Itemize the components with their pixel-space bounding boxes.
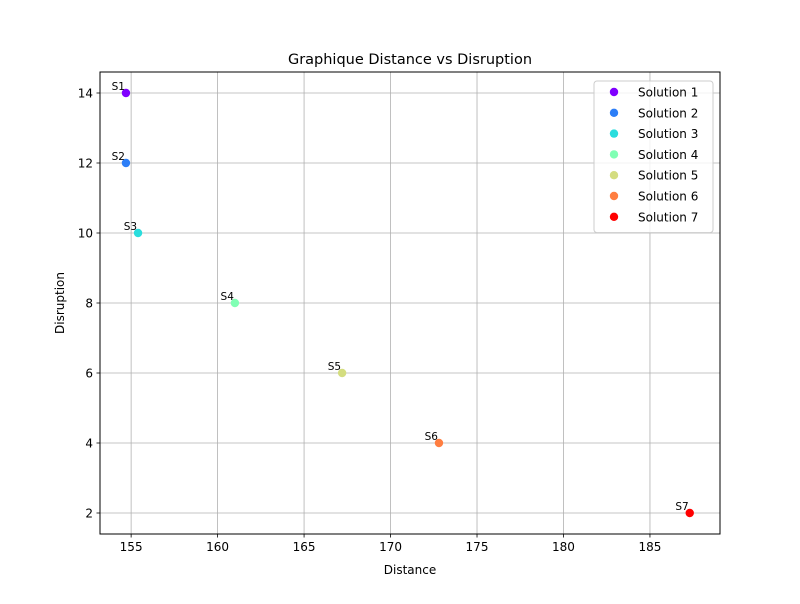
legend-entry: Solution 5 xyxy=(638,169,698,183)
point-label: S6 xyxy=(425,431,439,443)
legend-marker xyxy=(609,150,619,159)
y-tick-label: 8 xyxy=(85,297,93,311)
legend-entry: Solution 3 xyxy=(638,127,698,141)
legend-entry: Solution 1 xyxy=(638,86,698,100)
point-label: S3 xyxy=(124,221,137,233)
y-tick-label: 2 xyxy=(85,507,93,521)
x-tick-label: 170 xyxy=(379,540,402,554)
data-point xyxy=(434,438,444,448)
point-label: S5 xyxy=(328,361,341,373)
point-label: S1 xyxy=(112,81,125,93)
plot-frame xyxy=(99,71,721,535)
legend-marker xyxy=(609,191,619,201)
grid xyxy=(100,72,720,534)
legend-entry: Solution 7 xyxy=(638,210,698,224)
legend-marker xyxy=(609,212,619,221)
x-tick-label: 155 xyxy=(120,540,143,554)
legend: Solution 1 Solution 2 Solution 3 Solution 4… xyxy=(593,80,714,234)
data-point xyxy=(685,508,694,518)
legend-entry: Solution 4 xyxy=(638,148,698,162)
x-tick-label: 185 xyxy=(639,540,662,554)
legend-marker xyxy=(609,129,619,138)
y-tick-label: 14 xyxy=(78,87,93,101)
x-tick-label: 165 xyxy=(293,540,316,554)
y-tick-label: 6 xyxy=(85,367,93,381)
point-label: S4 xyxy=(221,291,235,303)
legend-marker xyxy=(609,108,619,118)
legend-marker xyxy=(609,171,619,180)
legend-box xyxy=(593,80,714,234)
legend-entry: Solution 6 xyxy=(638,190,698,204)
axis-ticks: 155 160 165 170 175 180 185 2 4 6 8 10 12 14 xyxy=(78,87,662,555)
data-point xyxy=(133,228,143,238)
y-tick-label: 4 xyxy=(85,437,93,451)
data-point xyxy=(121,158,131,168)
data-point xyxy=(121,88,131,98)
x-tick-label: 160 xyxy=(206,540,229,554)
legend-entry: Solution 2 xyxy=(638,106,698,120)
y-tick-label: 10 xyxy=(78,227,93,241)
legend-marker xyxy=(609,87,619,97)
y-axis-label: Disruption xyxy=(53,272,67,334)
data-point xyxy=(337,368,347,378)
data-points: S1 S2 S3 S4 S5 S6 S7 xyxy=(112,81,694,518)
data-point xyxy=(230,298,240,308)
point-label: S7 xyxy=(675,501,688,513)
x-tick-label: 175 xyxy=(466,540,489,554)
x-tick-label: 180 xyxy=(552,540,575,554)
chart-title: Graphique Distance vs Disruption xyxy=(288,52,532,68)
y-tick-label: 12 xyxy=(78,157,93,171)
x-axis-label: Distance xyxy=(384,563,436,577)
point-label: S2 xyxy=(112,151,125,163)
